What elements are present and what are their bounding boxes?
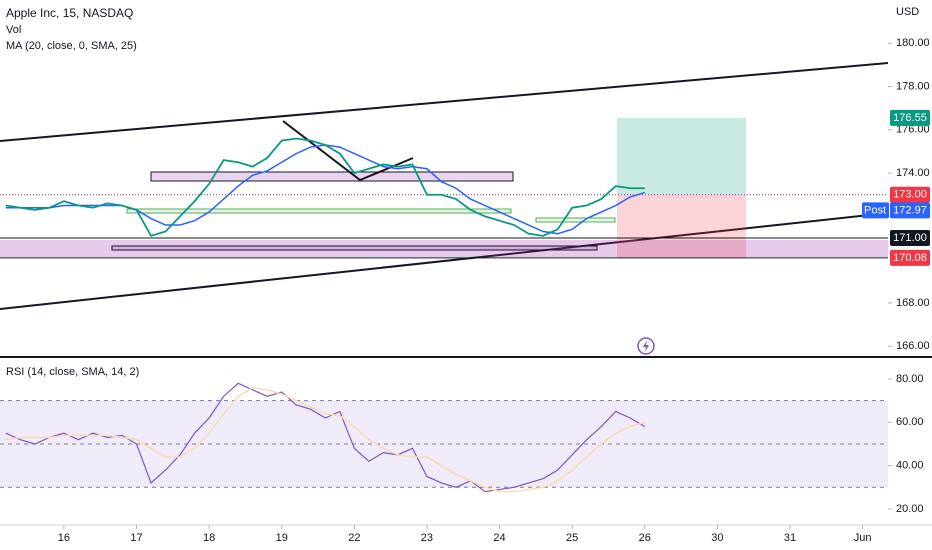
position-loss xyxy=(617,194,746,258)
y-tick-label: 40.00 xyxy=(896,460,924,472)
price-line-series xyxy=(5,137,645,237)
y-tick-label: 80.00 xyxy=(896,373,924,385)
y-tick-label: 176.00 xyxy=(896,124,930,136)
price-tag xyxy=(890,230,930,246)
price-tag xyxy=(890,249,930,266)
x-tick-label: 23 xyxy=(421,532,433,544)
session-tag-label: Post xyxy=(864,204,886,216)
zone-box xyxy=(535,217,616,223)
rsi-title: RSI (14, close, SMA, 14, 2) xyxy=(6,366,139,378)
channel-top xyxy=(0,62,889,142)
price-tag-label: 176.55 xyxy=(893,112,927,124)
channel-bottom xyxy=(0,212,889,310)
zone-box xyxy=(126,208,512,214)
price-tag xyxy=(890,202,930,219)
y-tick-label: 174.00 xyxy=(896,167,930,179)
x-tick-label: 31 xyxy=(784,532,796,544)
price-tag-label: 170.08 xyxy=(893,252,927,264)
x-tick-label: 19 xyxy=(276,532,288,544)
x-tick-label: 24 xyxy=(493,532,505,544)
alert-bolt xyxy=(643,340,649,352)
rsi-ma-line xyxy=(5,386,645,493)
y-tick-label: 178.00 xyxy=(896,80,930,92)
zone-box xyxy=(111,245,598,251)
x-tick-label: 17 xyxy=(130,532,142,544)
indicator-label: MA (20, close, 0, SMA, 25) xyxy=(6,40,137,52)
support-zone xyxy=(0,240,888,257)
price-tag-label: 171.00 xyxy=(893,232,927,244)
zone-box xyxy=(150,171,514,182)
price-tag xyxy=(890,109,930,126)
y-tick-label: 180.00 xyxy=(896,37,930,49)
indicator-label: Vol xyxy=(6,24,21,36)
position-profit xyxy=(617,117,746,195)
unit-label: USD xyxy=(896,6,919,18)
x-tick-label: 30 xyxy=(711,532,723,544)
x-tick-label: 22 xyxy=(348,532,360,544)
y-tick-label: 168.00 xyxy=(896,297,930,309)
x-tick-label: 16 xyxy=(58,532,70,544)
y-tick-label: 166.00 xyxy=(896,340,930,352)
y-tick-label: 20.00 xyxy=(896,503,924,515)
price-tag-label: 173.00 xyxy=(893,189,927,201)
x-tick-label: 18 xyxy=(203,532,215,544)
price-tag-label: 172.97 xyxy=(893,204,927,216)
y-tick-label: 60.00 xyxy=(896,416,924,428)
x-tick-label: Jun xyxy=(854,532,872,544)
x-tick-label: 25 xyxy=(566,532,578,544)
x-tick-label: 26 xyxy=(639,532,651,544)
chart-title: Apple Inc, 15, NASDAQ xyxy=(6,6,133,20)
session-tag xyxy=(862,202,889,219)
price-tag xyxy=(890,186,930,203)
